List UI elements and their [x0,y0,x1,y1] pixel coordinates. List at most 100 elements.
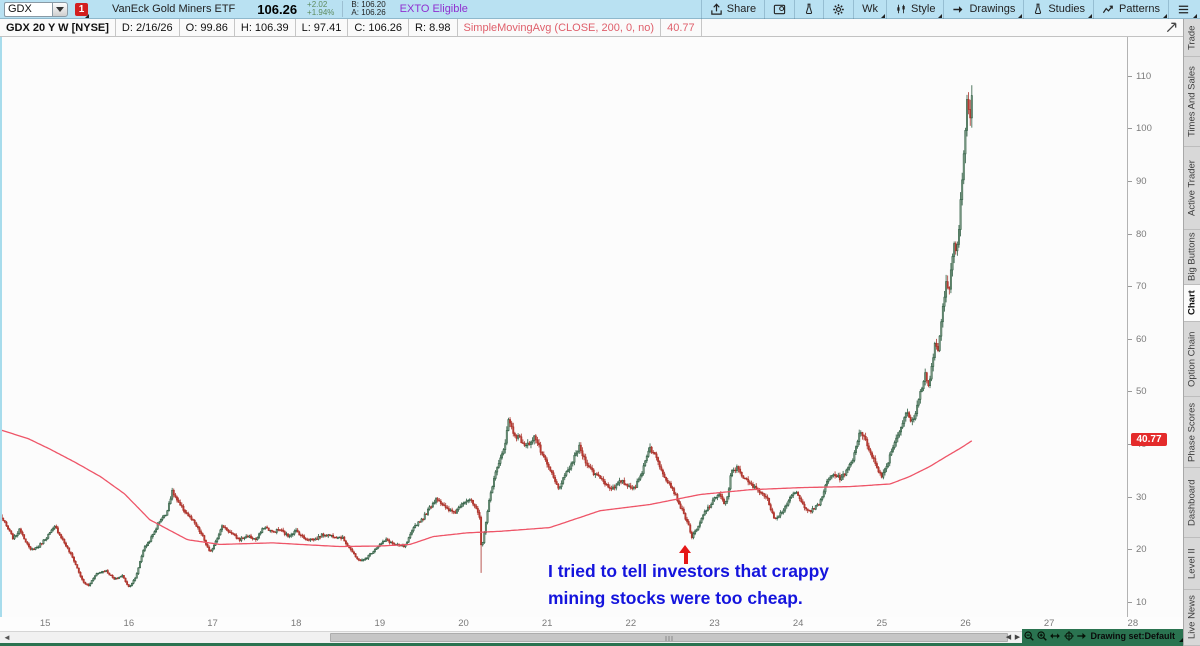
symbol-dropdown-button[interactable] [52,1,68,17]
year-tick-label: 27 [1043,618,1055,629]
year-tick-label: 17 [207,618,218,629]
price-tick-label: 30 [1136,491,1147,503]
gear-icon [832,3,845,16]
analysis-tools-button[interactable] [794,0,823,19]
step-left-arrow[interactable]: ◀ [1005,633,1012,641]
price-change: +2.02 +1.94% [307,1,334,17]
price-tick-label: 50 [1136,386,1147,398]
symbol-combo [4,1,68,17]
year-tick-label: 20 [458,618,469,629]
drawings-label: Drawings [969,3,1016,15]
dropdown-caret [881,13,885,18]
price-tick-label: 20 [1136,544,1147,556]
crosshair-icon[interactable] [1062,629,1075,643]
top-toolbar: 1 VanEck Gold Miners ETF 106.26 +2.02 +1… [0,0,1200,19]
change-pct: +1.94% [307,8,335,17]
dropdown-caret [1088,13,1093,18]
dropdown-caret [1018,13,1023,18]
alert-count-badge[interactable]: 1 [75,2,89,18]
sidebar-tab-times-and-sales[interactable]: Times And Sales [1184,57,1200,147]
sidebar-tab-level-ii[interactable]: Level II [1184,538,1200,590]
chart-text-annotation[interactable]: I tried to tell investors that crappy mi… [548,558,829,611]
zoom-control-panel: Drawing set:Default [1022,629,1183,643]
pan-horizontal-icon[interactable] [1049,629,1062,643]
sidebar-tab-dashboard[interactable]: Dashboard [1184,468,1200,538]
scroll-step-arrows: ◀ ▶ [1004,631,1022,642]
annotation-arrow[interactable] [679,545,692,564]
price-tick-mark [1128,496,1132,498]
time-axis[interactable]: 15 16 17 18 19 20 21 22 23 24 25 26 27 28 [0,617,1183,631]
sidebar-tab-active-trader[interactable]: Active Trader [1184,147,1200,230]
zoom-in-icon[interactable] [1035,629,1048,643]
studies-button[interactable]: Studies [1023,0,1093,19]
ask-value: A: 106.26 [351,8,386,17]
time-scrollbar: ◄ [0,631,1183,643]
timeframe-button[interactable]: Wk [853,0,886,19]
alert-count: 1 [78,3,85,15]
share-button[interactable]: Share [700,0,764,19]
toolbar-menus: Share Wk Style Drawings Studies Patterns [700,0,1198,19]
price-tick-mark [1128,391,1132,393]
year-tick-label: 23 [709,618,720,629]
year-tick-label: 25 [876,618,888,629]
alerts-panel-button[interactable] [764,0,794,19]
arrow-stem [683,553,688,564]
open-cell: O: 99.86 [180,19,235,36]
sidebar-tab-live-news[interactable]: Live News [1184,590,1200,646]
sidebar-tab-chart[interactable]: Chart [1184,285,1200,322]
dropdown-caret [1163,13,1167,18]
symbol-input[interactable] [4,1,52,17]
instrument-name: VanEck Gold Miners ETF [112,3,236,15]
drawings-button[interactable]: Drawings [943,0,1023,19]
price-tick-mark [1128,549,1132,551]
drawing-set-selector[interactable]: Drawing set:Default [1090,631,1183,642]
year-tick-label: 18 [290,618,302,629]
close-cell: C: 106.26 [348,19,410,36]
sidebar-tab-phase-scores[interactable]: Phase Scores [1184,397,1200,468]
patterns-button[interactable]: Patterns [1093,0,1168,19]
step-right-arrow[interactable]: ▶ [1014,633,1021,641]
bottom-status-bar [0,643,1200,646]
scrollbar-thumb[interactable] [330,633,1008,642]
thumb-grip-icon [665,636,673,641]
flask-icon [1032,3,1044,15]
year-tick-label: 15 [39,618,51,629]
dropdown-caret [85,13,89,18]
share-icon [710,2,723,16]
arrow-right-icon [952,3,965,16]
style-button[interactable]: Style [886,0,943,19]
price-chart-canvas[interactable] [0,37,1127,617]
style-label: Style [911,3,936,15]
sidebar-tab-option-chain[interactable]: Option Chain [1184,322,1200,397]
chart-plot-area: I tried to tell investors that crappy mi… [0,37,1183,617]
price-axis[interactable]: 10203040506070809010011040.77 [1127,37,1183,617]
zigzag-icon [1102,3,1115,16]
price-tick-label: 100 [1136,123,1152,135]
zoom-out-icon[interactable] [1022,629,1035,643]
chart-menu-button[interactable] [1168,0,1198,19]
price-tick-label: 110 [1136,70,1152,82]
year-tick-label: 19 [374,618,386,629]
scroll-left-arrow[interactable]: ◄ [3,633,11,642]
year-tick-label: 22 [625,618,637,629]
maximize-chart-icon[interactable] [1165,21,1178,39]
sidebar-tab-big-buttons[interactable]: Big Buttons [1184,230,1200,285]
year-tick-label: 21 [541,618,553,629]
studies-label: Studies [1048,3,1086,15]
price-tick-mark [1128,338,1132,340]
price-tick-label: 80 [1136,228,1147,240]
sidebar-tab-trade[interactable]: Trade [1184,19,1200,57]
pan-right-icon[interactable] [1075,629,1088,643]
study-value-cell[interactable]: 40.77 [661,19,702,36]
dropdown-caret [1179,638,1183,642]
date-cell: D: 2/16/26 [116,19,180,36]
bid-value: B: 106.20 [351,0,386,9]
chart-header-row: GDX 20 Y W [NYSE] D: 2/16/26 O: 99.86 H: 10… [0,19,1183,37]
sma-price-badge: 40.77 [1131,433,1167,447]
settings-button[interactable] [823,0,853,19]
study-name-cell[interactable]: SimpleMovingAvg (CLOSE, 200, 0, no) [458,19,662,36]
price-tick-mark [1128,286,1132,288]
price-tick-label: 10 [1136,596,1147,608]
year-tick-label: 24 [792,618,804,629]
price-tick-mark [1128,443,1132,445]
